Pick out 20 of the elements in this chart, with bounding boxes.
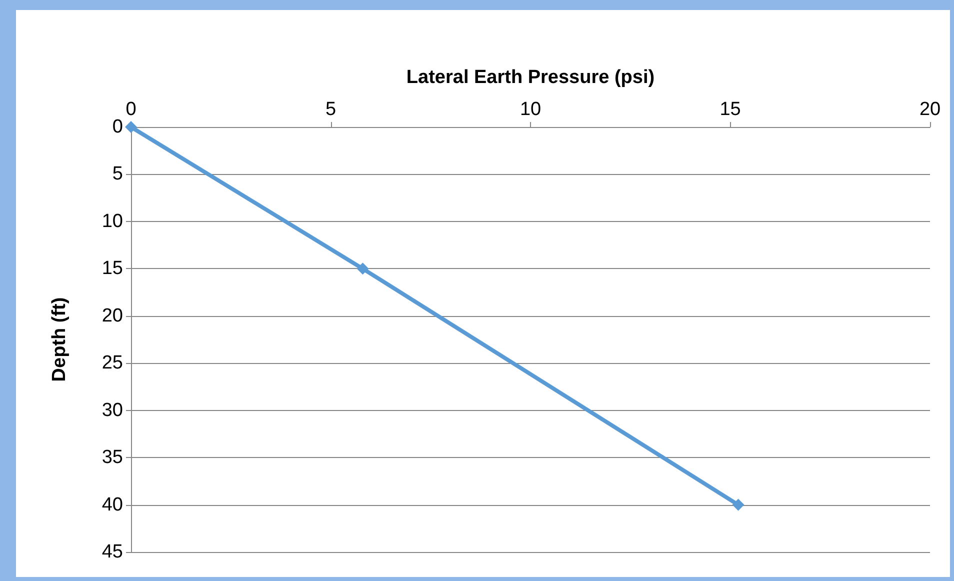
- y-tick-label: 45: [102, 542, 123, 562]
- x-tick-label: 5: [325, 99, 336, 120]
- y-tick-label: 20: [102, 305, 123, 326]
- point: [125, 121, 137, 133]
- x-tick-label: 15: [720, 99, 741, 120]
- y-tick-label: 40: [102, 494, 123, 516]
- y-tick-label: 25: [102, 352, 123, 374]
- y-tick-label: 30: [102, 400, 123, 421]
- y-tick-label: 15: [102, 258, 123, 280]
- y-tick-label: 5: [112, 164, 123, 185]
- x-axis-title: Lateral Earth Pressure (psi): [406, 67, 655, 88]
- x-tick-label: 20: [919, 99, 941, 120]
- y-axis-title: Depth (ft): [49, 297, 70, 382]
- y-tick-label: 35: [102, 447, 123, 468]
- point: [732, 498, 744, 511]
- x-tick-label: 0: [126, 99, 136, 120]
- point: [356, 262, 369, 275]
- y-tick-label: 0: [112, 116, 123, 138]
- y-tick-label: 10: [102, 210, 123, 232]
- x-tick-label: 10: [520, 99, 542, 120]
